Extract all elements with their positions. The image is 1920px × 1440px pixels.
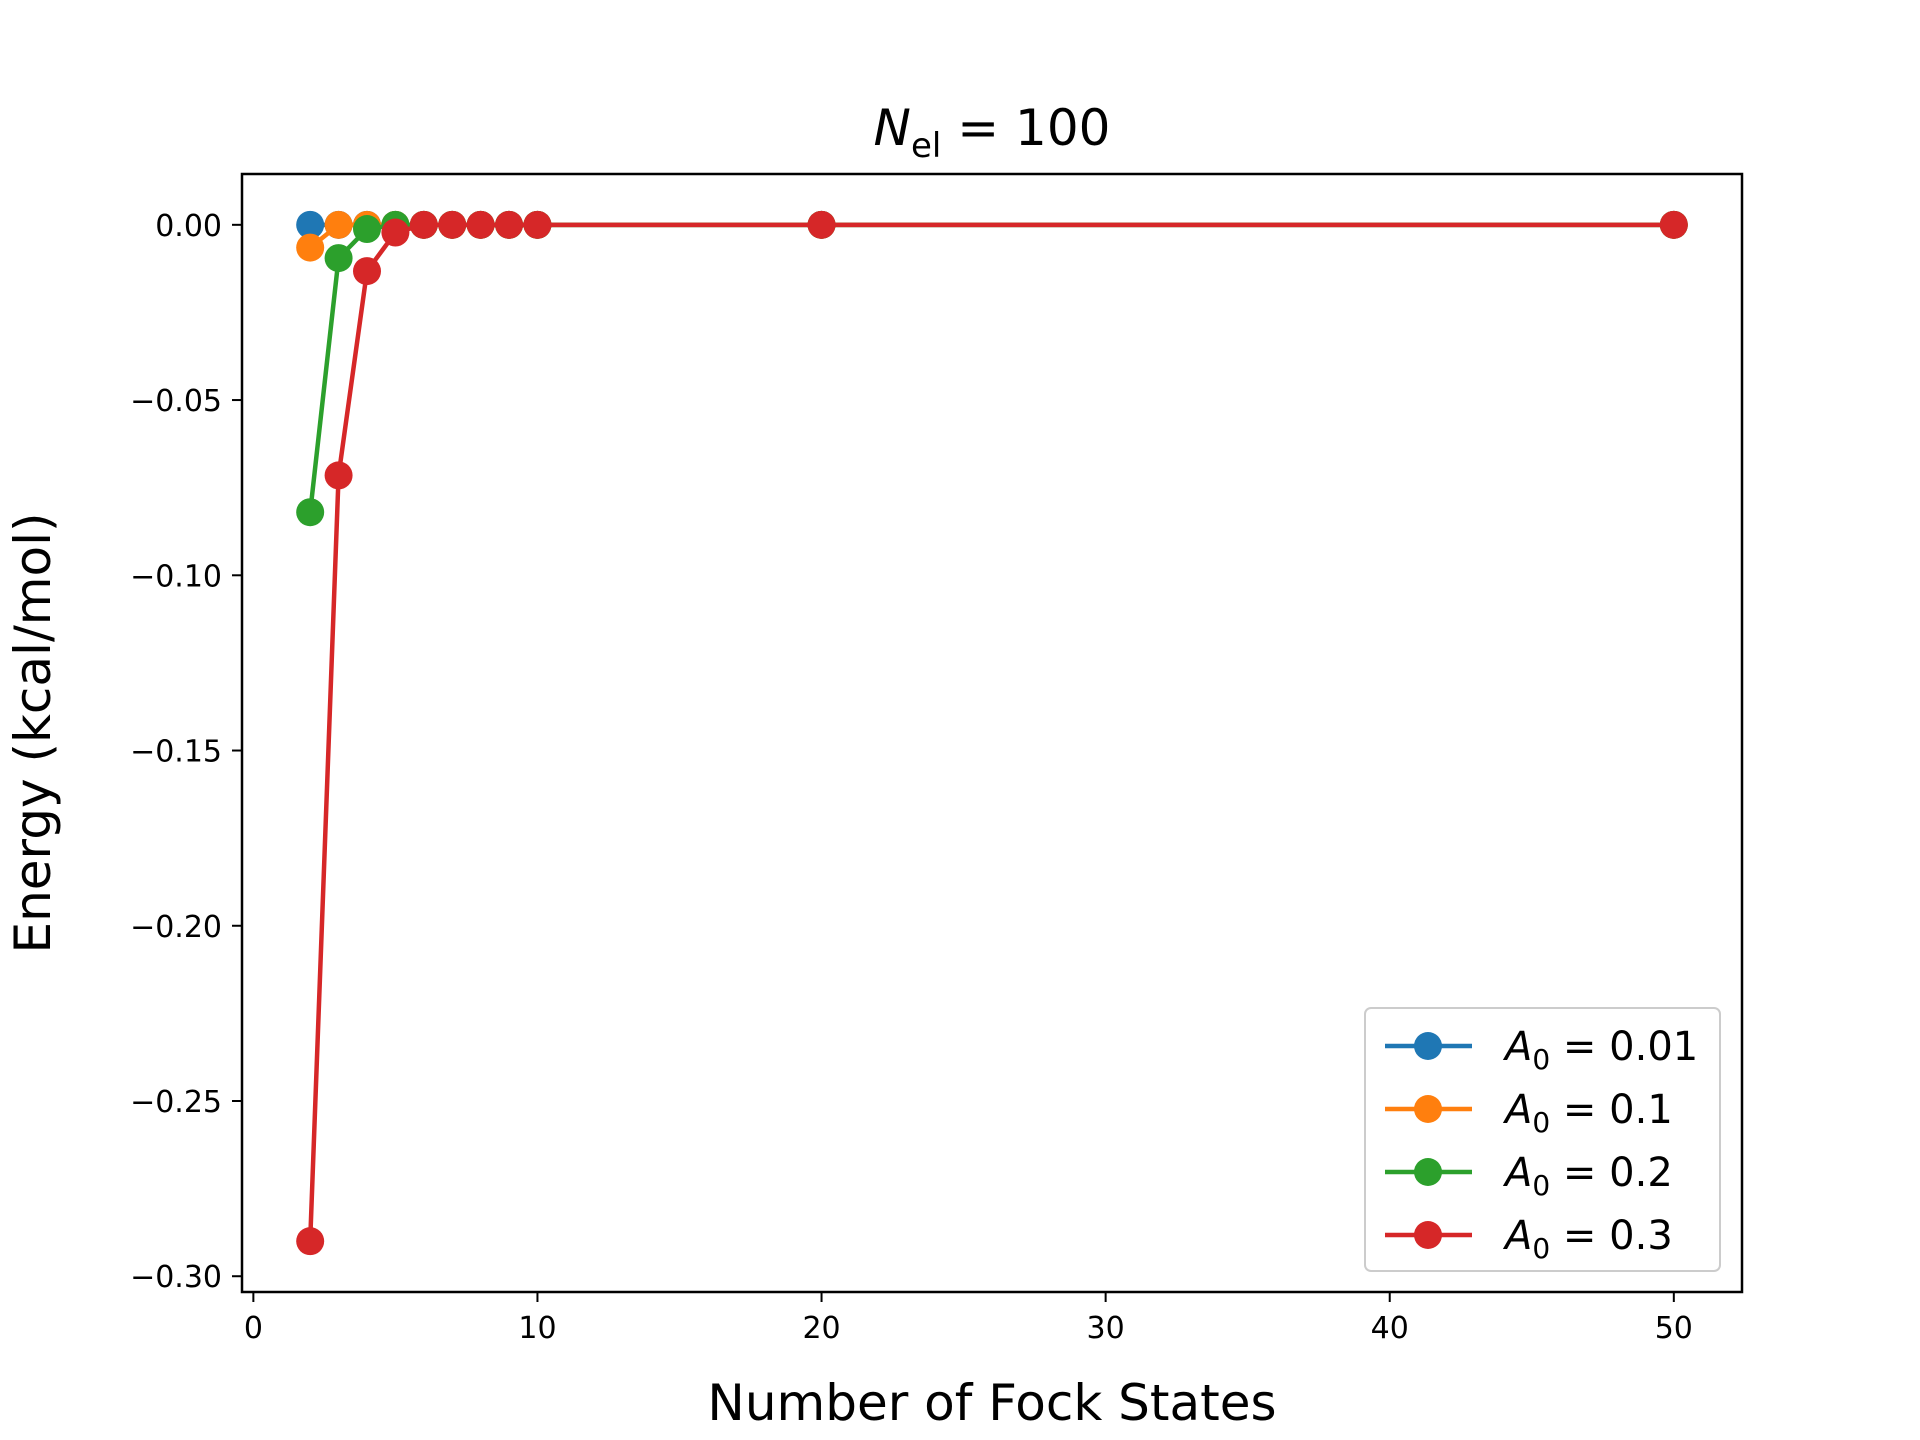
data-point <box>381 218 410 247</box>
data-point <box>353 257 381 286</box>
data-point <box>324 210 353 239</box>
y-tick-label: −0.15 <box>130 735 222 770</box>
data-point <box>296 210 325 239</box>
y-axis-ticks: 0.00 −0.05 −0.10 −0.15 −0.20 −0.25 −0.30 <box>130 209 242 1295</box>
data-point <box>807 210 836 239</box>
x-tick-label: 50 <box>1655 1311 1693 1346</box>
legend-value: = 0.3 <box>1550 1213 1673 1259</box>
chart-title-subscript: el <box>911 126 941 166</box>
x-tick-label: 10 <box>518 1311 556 1346</box>
legend-symbol: A <box>1502 1213 1532 1259</box>
x-tick-label: 30 <box>1087 1311 1125 1346</box>
legend-symbol: A <box>1502 1024 1532 1070</box>
data-point <box>495 210 524 239</box>
y-axis-label: Energy (kcal/mol) <box>4 513 62 954</box>
series-layer <box>296 210 1688 1256</box>
legend-label: A0 = 0.1 <box>1502 1087 1673 1139</box>
legend-label: A0 = 0.01 <box>1502 1024 1698 1076</box>
data-point <box>1659 210 1688 239</box>
legend-marker <box>1414 1032 1442 1060</box>
y-tick-label: 0.00 <box>155 209 222 244</box>
plot-frame <box>240 172 1744 1294</box>
legend-subscript: 0 <box>1532 1043 1550 1076</box>
x-axis-label: Number of Fock States <box>707 1374 1276 1432</box>
data-point <box>296 233 325 262</box>
legend-marker <box>1414 1221 1442 1249</box>
legend-box <box>1364 1007 1721 1272</box>
y-tick-label: −0.30 <box>130 1260 222 1295</box>
data-point <box>296 498 325 527</box>
y-tick-label: −0.20 <box>130 910 222 945</box>
series-3 <box>296 210 1688 1256</box>
legend-entry: A0 = 0.1 <box>1385 1087 1673 1139</box>
legend-entry: A0 = 0.3 <box>1385 1213 1673 1265</box>
legend-subscript: 0 <box>1532 1106 1550 1139</box>
data-point <box>324 244 353 273</box>
legend-entry: A0 = 0.01 <box>1385 1024 1698 1076</box>
data-point <box>353 215 381 244</box>
x-tick-label: 20 <box>802 1311 840 1346</box>
y-tick-label: −0.05 <box>130 384 222 419</box>
legend-symbol: A <box>1502 1087 1532 1133</box>
data-point <box>324 461 353 490</box>
data-point <box>438 210 467 239</box>
chart-title-rest: = 100 <box>941 99 1110 157</box>
chart-title: Nel = 100 <box>874 99 1111 166</box>
x-axis-ticks: 0 10 20 30 40 50 <box>244 1292 1693 1346</box>
legend-value: = 0.01 <box>1550 1024 1698 1070</box>
legend-symbol: A <box>1502 1150 1532 1196</box>
x-tick-label: 0 <box>244 1311 263 1346</box>
legend-value: = 0.1 <box>1550 1087 1673 1133</box>
legend-entry: A0 = 0.2 <box>1385 1150 1673 1202</box>
data-point <box>466 210 495 239</box>
legend-marker <box>1414 1095 1442 1123</box>
legend-value: = 0.2 <box>1550 1150 1673 1196</box>
data-point <box>296 1227 325 1256</box>
legend-subscript: 0 <box>1532 1232 1550 1265</box>
y-tick-label: −0.10 <box>130 559 222 594</box>
legend-marker <box>1414 1158 1442 1186</box>
chart-title-symbol: N <box>874 99 911 157</box>
legend-label: A0 = 0.3 <box>1502 1213 1673 1265</box>
data-point <box>409 210 438 239</box>
legend-label: A0 = 0.2 <box>1502 1150 1673 1202</box>
x-tick-label: 40 <box>1371 1311 1409 1346</box>
y-tick-label: −0.25 <box>130 1085 222 1120</box>
data-point <box>523 210 552 239</box>
legend-subscript: 0 <box>1532 1169 1550 1202</box>
